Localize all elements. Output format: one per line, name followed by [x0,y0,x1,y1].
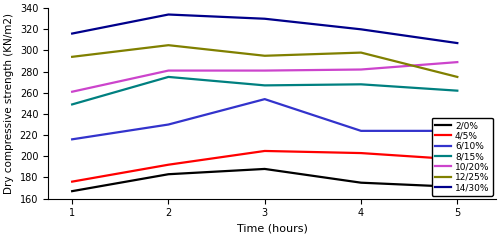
2/0% [166,173,172,176]
Line: 12/25%: 12/25% [72,45,458,77]
6/10% [454,129,460,132]
Line: 4/5%: 4/5% [72,151,458,182]
Line: 8/15%: 8/15% [72,77,458,104]
8/15% [166,75,172,78]
14/30% [262,17,268,20]
Line: 6/10%: 6/10% [72,99,458,139]
4/5% [454,158,460,161]
X-axis label: Time (hours): Time (hours) [236,224,308,234]
14/30% [166,13,172,16]
12/25% [69,55,75,58]
6/10% [69,138,75,141]
6/10% [358,129,364,132]
10/20% [69,90,75,93]
12/25% [358,51,364,54]
4/5% [166,163,172,166]
10/20% [358,68,364,71]
12/25% [454,75,460,78]
Legend: 2/0%, 4/5%, 6/10%, 8/15%, 10/20%, 12/25%, 14/30%: 2/0%, 4/5%, 6/10%, 8/15%, 10/20%, 12/25%… [432,118,493,196]
10/20% [454,61,460,64]
14/30% [69,32,75,35]
10/20% [262,69,268,72]
4/5% [262,149,268,152]
6/10% [262,98,268,101]
Line: 14/30%: 14/30% [72,15,458,43]
8/15% [262,84,268,87]
4/5% [69,180,75,183]
Y-axis label: Dry compressive strength (KN/m2): Dry compressive strength (KN/m2) [4,13,14,194]
14/30% [358,28,364,31]
Line: 2/0%: 2/0% [72,169,458,191]
2/0% [358,181,364,184]
12/25% [166,44,172,47]
8/15% [358,83,364,86]
6/10% [166,123,172,126]
14/30% [454,42,460,45]
2/0% [262,168,268,170]
4/5% [358,152,364,154]
10/20% [166,69,172,72]
Line: 10/20%: 10/20% [72,62,458,92]
8/15% [454,89,460,92]
12/25% [262,54,268,57]
2/0% [454,185,460,188]
8/15% [69,103,75,106]
2/0% [69,190,75,193]
